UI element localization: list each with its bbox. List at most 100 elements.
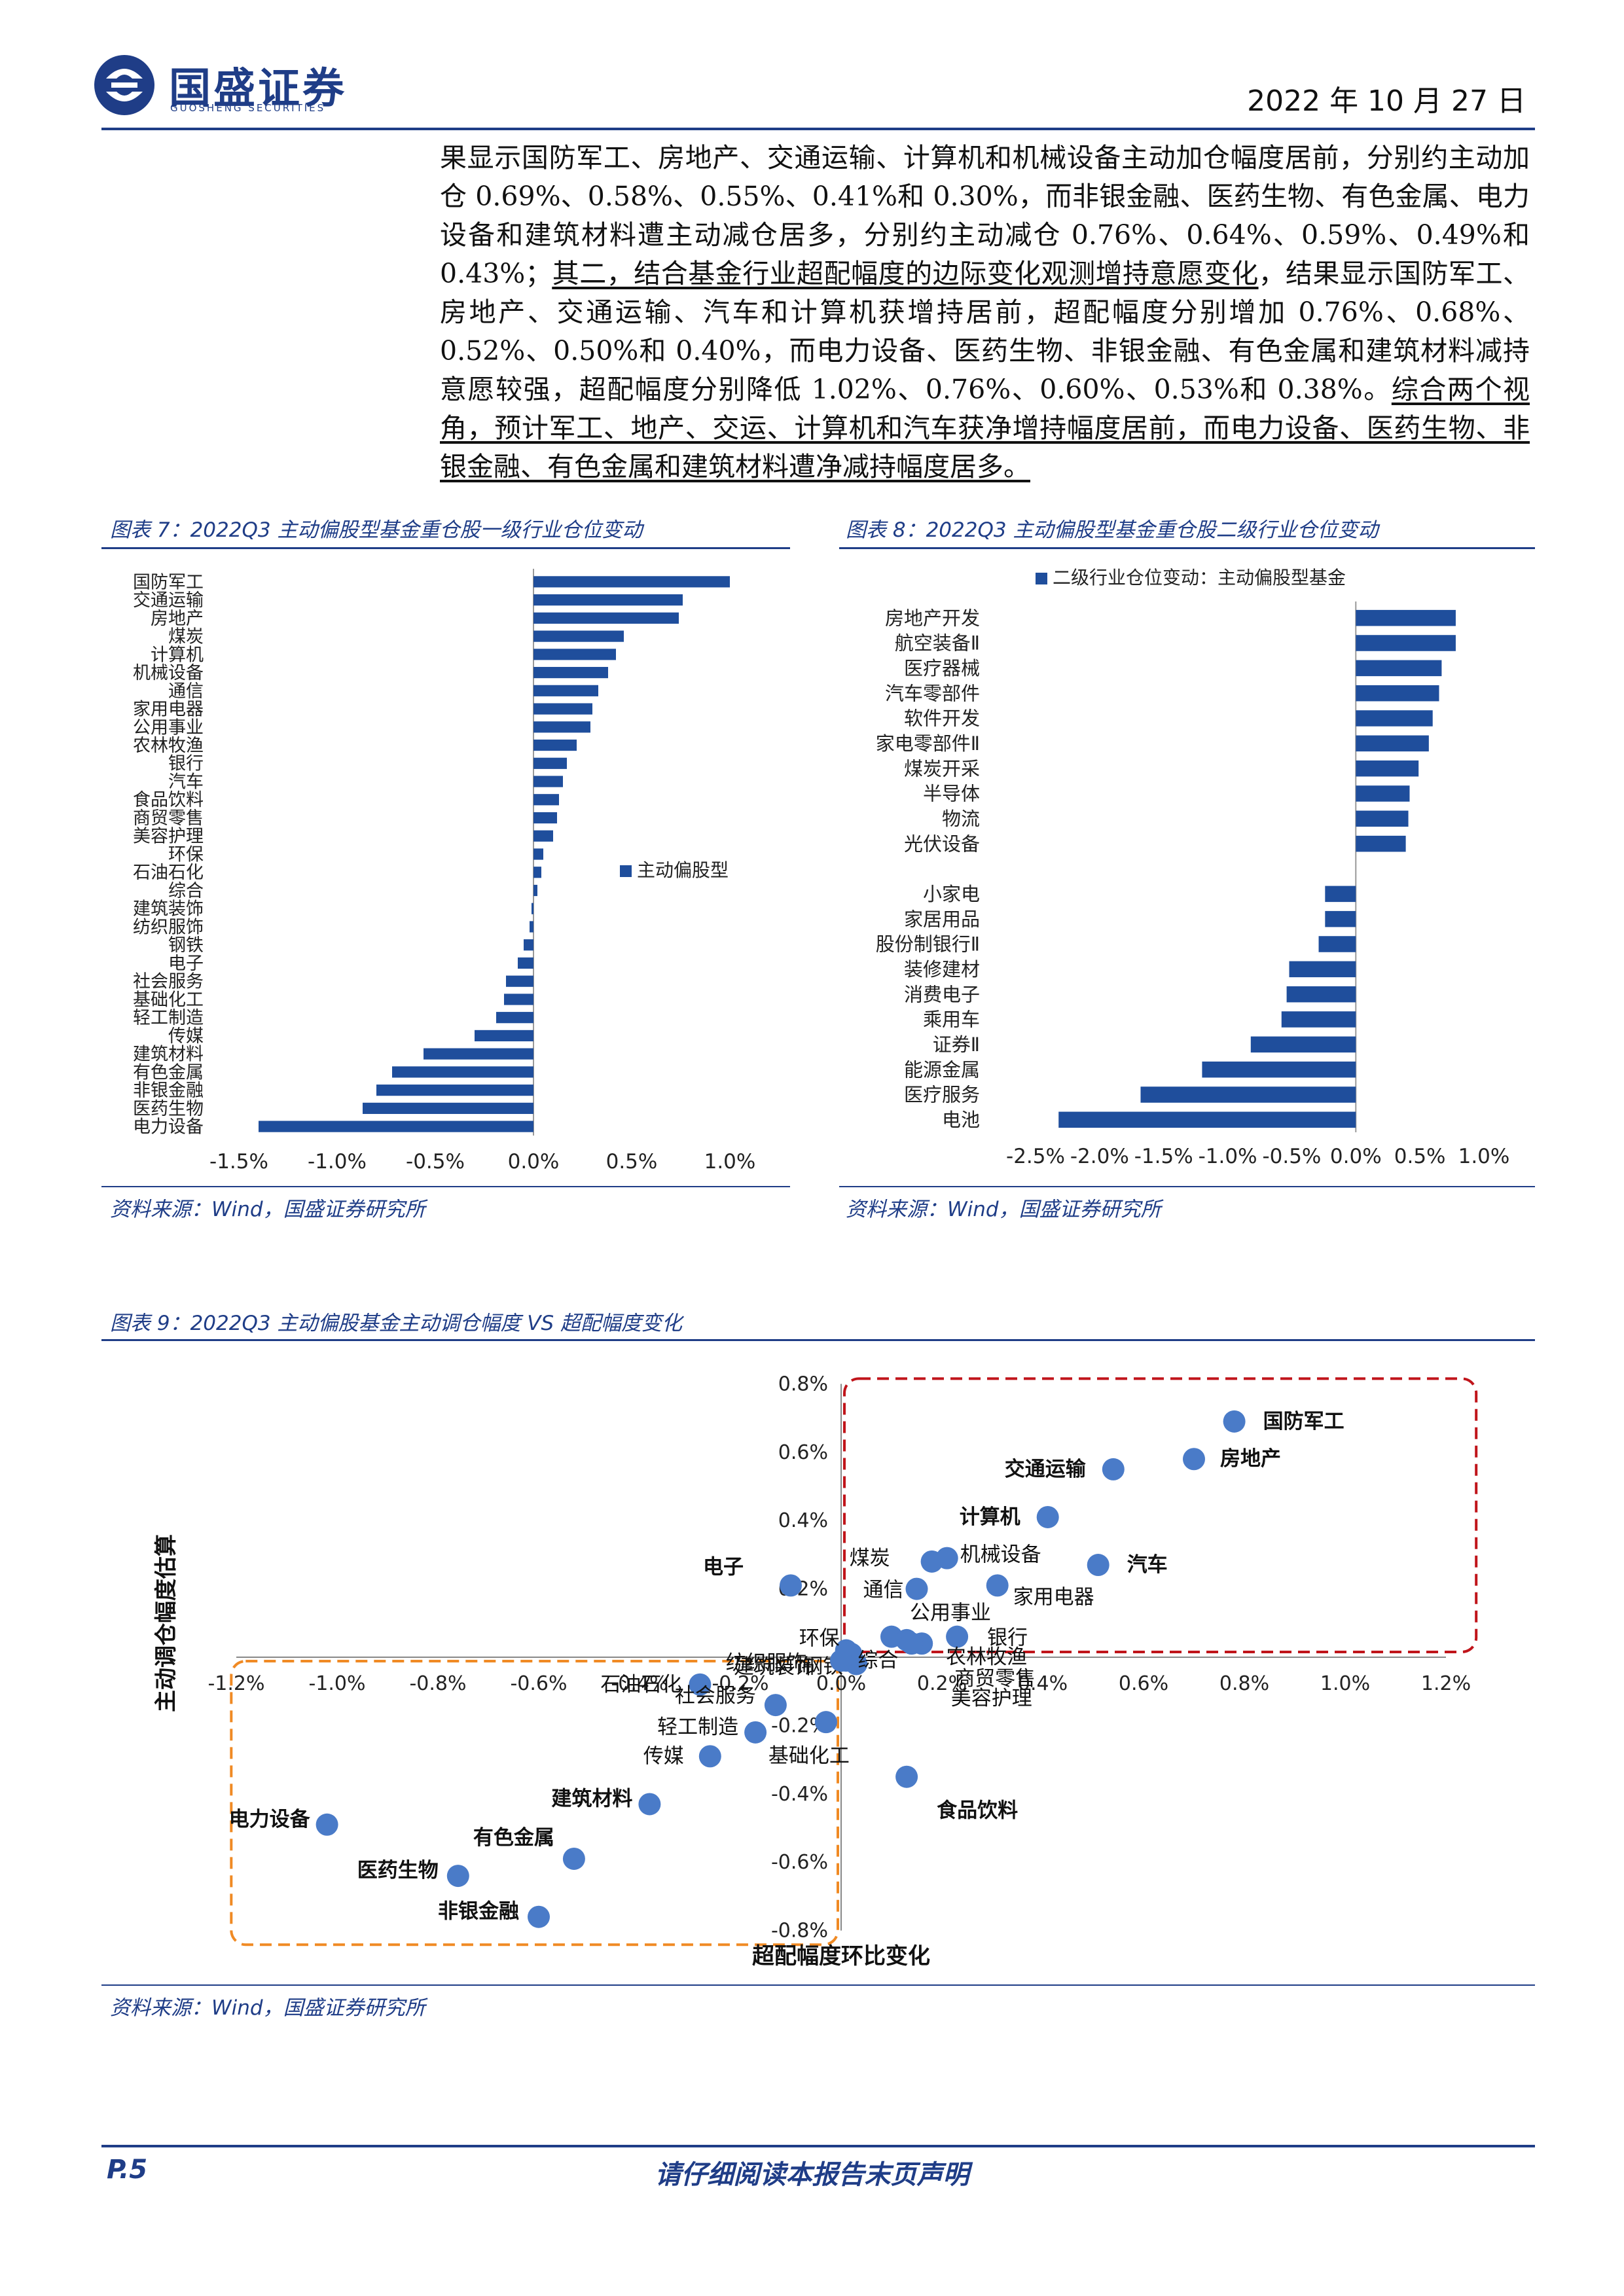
header-rule [101,128,1535,130]
bar [533,612,679,624]
category-label: 能源金属 [904,1058,980,1081]
x-tick-label: 1.0% [1458,1145,1510,1168]
category-label: 汽车 [168,772,204,792]
body-text-2: 其二，结合基金行业超配幅度的边际变化观测增持意愿变化 [552,258,1259,289]
bar [533,703,592,715]
category-label: 乘用车 [923,1009,980,1031]
category-label: 基础化工 [133,990,204,1010]
x-tick-label: -0.4% [611,1672,668,1695]
y-tick-label: 0.4% [778,1509,828,1532]
category-label: 食品饮料 [133,790,204,810]
x-axis-label: 超配幅度环比变化 [752,1943,930,1969]
x-tick-label: -1.0% [308,1150,367,1174]
category-label: 股份制银行Ⅱ [876,933,980,956]
bar [475,1030,533,1042]
scatter-point [905,1577,928,1600]
highlight-box-top-right [843,1377,1478,1654]
x-tick-label: -1.5% [209,1150,268,1174]
point-label: 家用电器 [1013,1585,1094,1609]
x-tick-label: 0.8% [1219,1672,1269,1695]
point-label: 通信 [863,1579,904,1602]
category-label: 小家电 [923,883,980,905]
bar [506,975,533,987]
body-text-4: 综合两个视角，预计军工、地产、交运、计算机和汽车获净增持幅度居前，而电力设备、医… [440,374,1530,482]
bar [530,921,533,933]
x-tick-label: -1.2% [208,1672,264,1695]
fig7-bottom-rule [101,1186,790,1187]
category-label: 非银金融 [133,1081,204,1101]
category-label: 交通运输 [133,590,204,611]
point-label: 医药生物 [357,1859,439,1882]
bar [363,1102,533,1114]
scatter-point [1036,1505,1059,1528]
logo-icon [94,55,154,115]
category-label: 环保 [168,844,204,865]
category-label: 机械设备 [133,663,204,683]
category-label: 航空装备Ⅱ [895,632,980,655]
bar [524,939,533,951]
x-tick-label: 0.5% [1394,1145,1446,1168]
scatter-point [830,1649,852,1672]
fig7-caption: 图表 7：2022Q3 主动偏股型基金重仓股一级行业仓位变动 [110,518,643,542]
x-tick-label: -1.0% [308,1672,365,1695]
bar [1356,785,1410,802]
category-label: 家电零部件Ⅱ [876,732,980,755]
category-label: 石油石化 [133,863,204,883]
x-tick-label: -0.6% [510,1672,567,1695]
point-label: 计算机 [960,1505,1020,1529]
category-label: 钢铁 [168,935,204,956]
bar [518,957,533,969]
x-tick-label: 0.5% [606,1150,658,1174]
legend-swatch [1036,573,1047,584]
bar [1325,886,1356,903]
bar [533,812,557,824]
category-label: 建筑装饰 [133,899,204,920]
x-tick-label: -0.5% [406,1150,465,1174]
category-label: 家用电器 [133,700,204,720]
legend-label: 二级行业仓位变动：主动偏股型基金 [1053,567,1346,588]
point-label: 汽车 [1127,1553,1168,1577]
bar [1356,760,1419,777]
x-tick-label: -2.5% [1006,1145,1065,1168]
bar [1286,986,1356,1003]
report-date: 2022 年 10 月 27 日 [1247,84,1526,118]
bar [392,1066,533,1078]
scatter-point [689,1673,712,1696]
bar [1356,660,1442,677]
category-label: 综合 [168,881,204,901]
bar [1356,635,1456,651]
point-label: 环保 [799,1627,840,1651]
bar [424,1048,533,1060]
bar [532,903,533,914]
bar [259,1121,533,1132]
scatter-point [1087,1554,1110,1577]
bar [1289,961,1356,978]
category-label: 医疗服务 [904,1084,980,1106]
x-tick-label: -0.8% [409,1672,466,1695]
bar [1281,1011,1356,1028]
bar [533,848,543,860]
point-label: 建筑材料 [551,1787,632,1810]
bar [533,721,590,733]
category-label: 社会服务 [133,972,204,992]
point-label: 煤炭 [850,1547,890,1570]
bar [1250,1036,1356,1053]
highlight-box-bottom-left [230,1660,840,1946]
bar [533,685,598,696]
point-label: 交通运输 [1005,1458,1087,1481]
scatter-point [744,1721,767,1744]
bar [1356,835,1406,852]
category-label: 电子 [168,954,204,974]
scatter-point [1102,1458,1125,1480]
x-tick-label: -1.0% [1199,1145,1257,1168]
category-label: 国防军工 [133,572,204,592]
scatter-point [764,1694,787,1717]
fig9-top-rule [101,1339,1535,1341]
category-label: 电池 [942,1109,980,1131]
point-label: 传媒 [643,1744,684,1768]
y-tick-label: -0.6% [771,1851,828,1874]
legend-label: 主动偏股型 [637,859,729,881]
bar [533,867,541,878]
fig9-caption: 图表 9：2022Q3 主动偏股基金主动调仓幅度 VS 超配幅度变化 [110,1312,683,1335]
category-label: 医疗器械 [904,657,980,679]
